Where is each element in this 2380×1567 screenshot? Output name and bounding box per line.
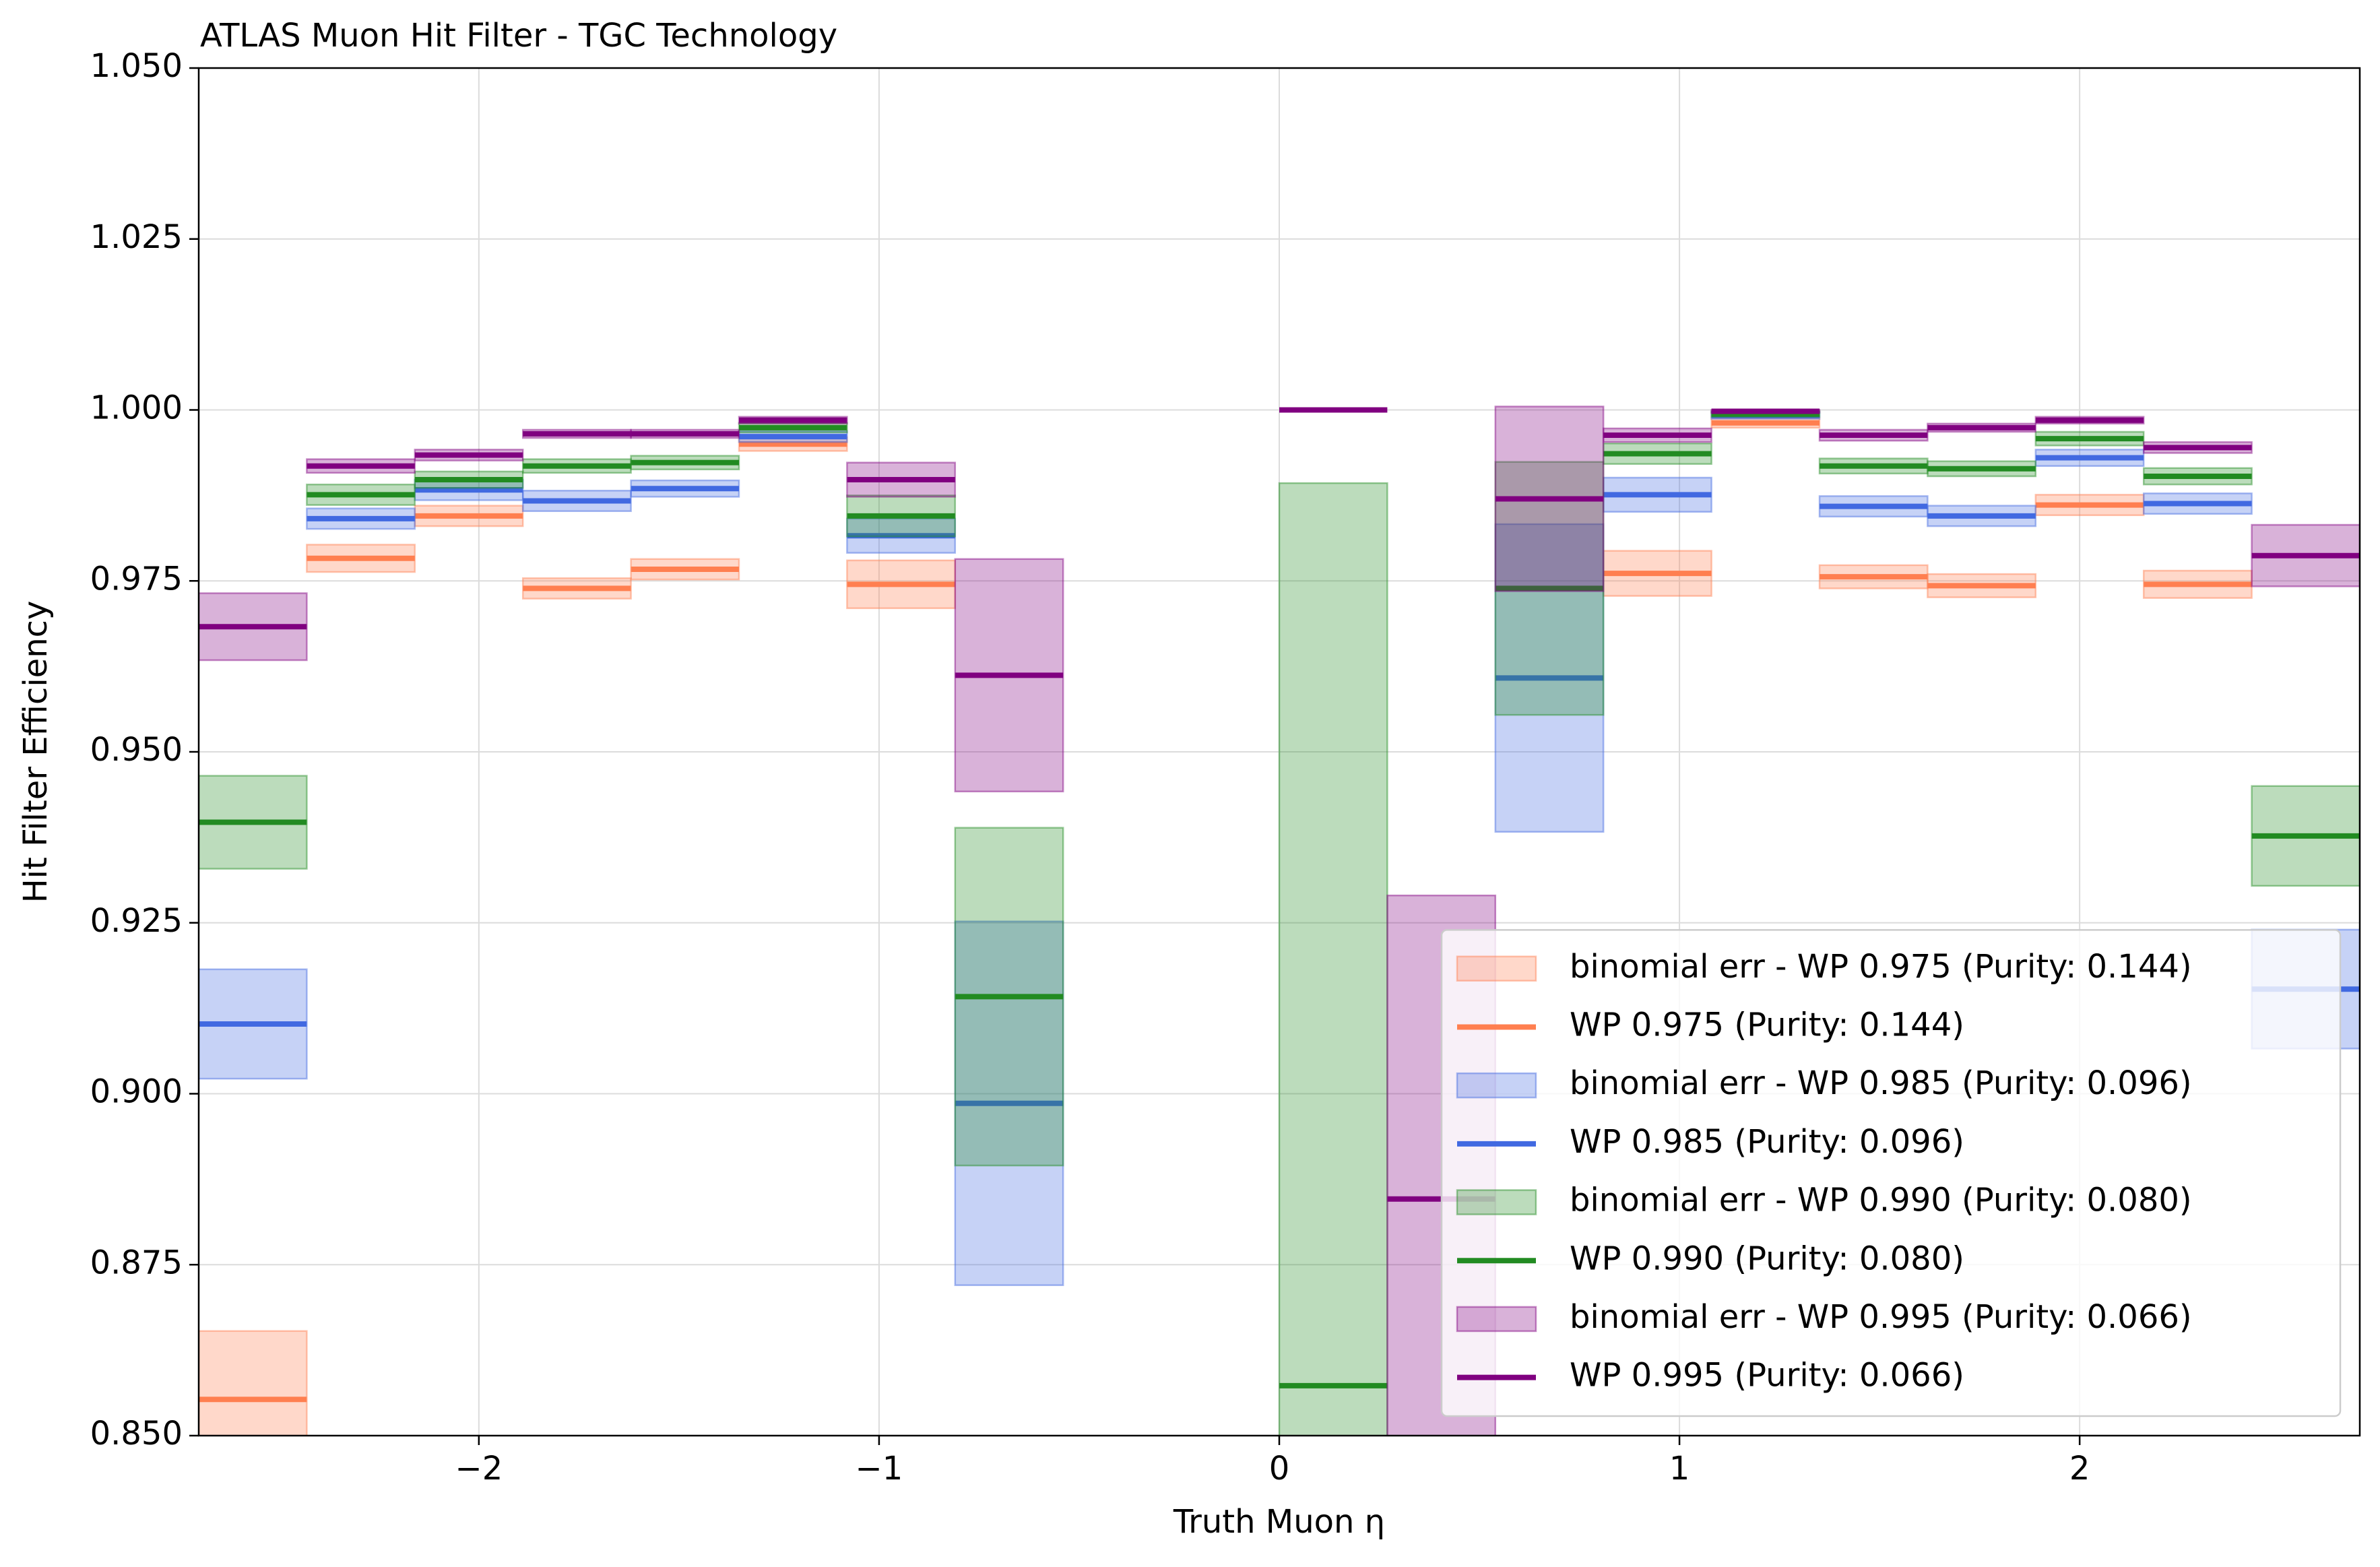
legend-box [1440,929,2342,1417]
y-tick-label: 1.000 [90,389,183,427]
legend-swatch [1456,1189,1537,1215]
legend-swatch [1456,1306,1537,1333]
x-tick-label: 0 [1269,1450,1290,1488]
legend-swatch [1456,1072,1537,1099]
legend-label: binomial err - WP 0.990 (Purity: 0.080) [1570,1182,2192,1219]
legend-label: binomial err - WP 0.975 (Purity: 0.144) [1570,948,2192,986]
legend-label: WP 0.975 (Purity: 0.144) [1570,1006,1964,1044]
x-axis-label: Truth Muon η [1173,1503,1385,1541]
y-tick-label: 1.050 [90,47,183,85]
y-tick-label: 0.900 [90,1073,183,1111]
x-tick-label: 2 [2069,1450,2090,1488]
x-tick-label: −2 [455,1450,503,1488]
y-tick-label: 0.850 [90,1415,183,1452]
y-tick-label: 0.875 [90,1244,183,1281]
legend-label: binomial err - WP 0.985 (Purity: 0.096) [1570,1064,2192,1102]
plot-area [199,406,2360,1436]
error-band [1278,482,1388,1436]
ticks: 0.850 0.875 0.900 0.925 0.950 0.975 1.000 1.025… [90,47,2090,1488]
y-axis-label: Hit Filter Efficiency [17,601,55,903]
x-tick-label: −1 [856,1450,903,1488]
y-tick-label: 0.975 [90,560,183,598]
x-tick-label: 1 [1669,1450,1690,1488]
chart-title: ATLAS Muon Hit Filter - TGC Technology [200,17,837,55]
y-tick-label: 0.950 [90,731,183,769]
legend-label: WP 0.985 (Purity: 0.096) [1570,1123,1964,1161]
y-tick-label: 1.025 [90,218,183,256]
y-tick-label: 0.925 [90,902,183,940]
legend: binomial err - WP 0.975 (Purity: 0.144) W… [1440,929,2342,1417]
legend-label: binomial err - WP 0.995 (Purity: 0.066) [1570,1298,2192,1336]
legend-swatch [1456,955,1537,982]
legend-label: WP 0.995 (Purity: 0.066) [1570,1357,1964,1395]
legend-label: WP 0.990 (Purity: 0.080) [1570,1240,1964,1277]
